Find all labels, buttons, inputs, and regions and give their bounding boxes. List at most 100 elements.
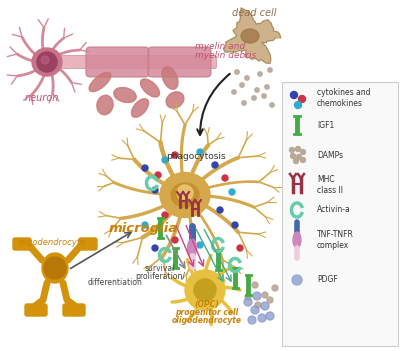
- Circle shape: [152, 187, 158, 193]
- Circle shape: [253, 292, 261, 300]
- Text: progenitor cell: progenitor cell: [175, 308, 239, 317]
- Circle shape: [162, 212, 168, 218]
- Text: survival: survival: [145, 264, 175, 273]
- Circle shape: [294, 101, 302, 108]
- Circle shape: [222, 175, 228, 181]
- Ellipse shape: [188, 239, 196, 257]
- Circle shape: [251, 306, 259, 314]
- Ellipse shape: [166, 92, 184, 108]
- Circle shape: [300, 150, 306, 154]
- Text: phagocytosis: phagocytosis: [166, 152, 226, 161]
- Circle shape: [212, 162, 218, 168]
- FancyBboxPatch shape: [282, 82, 398, 346]
- Ellipse shape: [140, 79, 160, 97]
- Circle shape: [252, 282, 258, 288]
- Circle shape: [268, 68, 272, 72]
- Circle shape: [172, 237, 178, 243]
- Circle shape: [258, 72, 262, 76]
- Circle shape: [298, 95, 306, 102]
- Circle shape: [41, 56, 49, 64]
- FancyBboxPatch shape: [25, 304, 47, 316]
- Text: dead cell: dead cell: [232, 8, 276, 18]
- Circle shape: [242, 101, 246, 105]
- Circle shape: [197, 242, 203, 248]
- Circle shape: [255, 88, 259, 92]
- Circle shape: [266, 312, 274, 320]
- Circle shape: [262, 94, 266, 98]
- Circle shape: [248, 316, 256, 324]
- Text: DAMPs: DAMPs: [317, 151, 343, 159]
- Circle shape: [177, 185, 193, 201]
- FancyBboxPatch shape: [148, 47, 211, 77]
- Text: microglia: microglia: [108, 222, 178, 235]
- Polygon shape: [224, 8, 281, 64]
- Circle shape: [229, 189, 235, 195]
- Text: oligodendrocyte: oligodendrocyte: [172, 316, 242, 325]
- Circle shape: [272, 285, 278, 291]
- Circle shape: [290, 153, 296, 159]
- Ellipse shape: [293, 232, 301, 248]
- Ellipse shape: [42, 253, 68, 283]
- Text: TNF-TNFR
complex: TNF-TNFR complex: [317, 230, 354, 250]
- Circle shape: [235, 70, 239, 74]
- Ellipse shape: [32, 48, 62, 76]
- FancyBboxPatch shape: [79, 238, 97, 250]
- Circle shape: [245, 76, 249, 80]
- Circle shape: [290, 147, 294, 152]
- Text: Activin-a: Activin-a: [317, 205, 351, 214]
- FancyBboxPatch shape: [63, 304, 85, 316]
- Circle shape: [255, 302, 261, 308]
- Circle shape: [296, 146, 300, 152]
- Circle shape: [37, 52, 57, 72]
- Circle shape: [162, 157, 168, 163]
- Circle shape: [265, 85, 269, 89]
- Text: IGF1: IGF1: [317, 120, 334, 130]
- Circle shape: [172, 152, 178, 158]
- Circle shape: [245, 294, 251, 300]
- Text: proliferation/: proliferation/: [135, 272, 185, 281]
- Circle shape: [290, 92, 298, 99]
- Circle shape: [232, 222, 238, 228]
- Circle shape: [44, 257, 66, 279]
- Ellipse shape: [97, 95, 113, 115]
- Ellipse shape: [162, 67, 178, 89]
- Circle shape: [237, 245, 243, 251]
- Circle shape: [258, 314, 266, 322]
- Text: neuron: neuron: [25, 93, 59, 103]
- Ellipse shape: [132, 99, 148, 117]
- Circle shape: [294, 159, 298, 164]
- FancyBboxPatch shape: [60, 55, 216, 68]
- Ellipse shape: [114, 87, 136, 102]
- Circle shape: [232, 90, 236, 94]
- Text: MHC
class II: MHC class II: [317, 174, 343, 196]
- Text: (OPC): (OPC): [195, 300, 219, 309]
- Text: differentiation: differentiation: [88, 278, 142, 287]
- Circle shape: [142, 222, 148, 228]
- FancyBboxPatch shape: [86, 47, 149, 77]
- Circle shape: [240, 83, 244, 87]
- Circle shape: [197, 149, 203, 155]
- Ellipse shape: [241, 29, 259, 43]
- Circle shape: [142, 165, 148, 171]
- Circle shape: [261, 302, 269, 310]
- Ellipse shape: [89, 72, 111, 92]
- Circle shape: [244, 298, 252, 306]
- Circle shape: [217, 207, 223, 213]
- FancyBboxPatch shape: [13, 238, 31, 250]
- Circle shape: [296, 154, 302, 159]
- Text: cytokines and
chemokines: cytokines and chemokines: [317, 88, 370, 108]
- Ellipse shape: [160, 172, 210, 218]
- Text: myelin and: myelin and: [195, 42, 245, 51]
- Circle shape: [185, 270, 225, 310]
- Circle shape: [267, 297, 273, 303]
- Circle shape: [262, 292, 268, 298]
- Text: oligodendrocyte: oligodendrocyte: [18, 238, 86, 247]
- Circle shape: [152, 245, 158, 251]
- Circle shape: [252, 96, 256, 100]
- Circle shape: [300, 158, 306, 163]
- Circle shape: [270, 103, 274, 107]
- Text: myelin debris: myelin debris: [195, 51, 256, 60]
- Text: PDGF: PDGF: [317, 276, 338, 285]
- Ellipse shape: [171, 183, 199, 207]
- Circle shape: [292, 275, 302, 285]
